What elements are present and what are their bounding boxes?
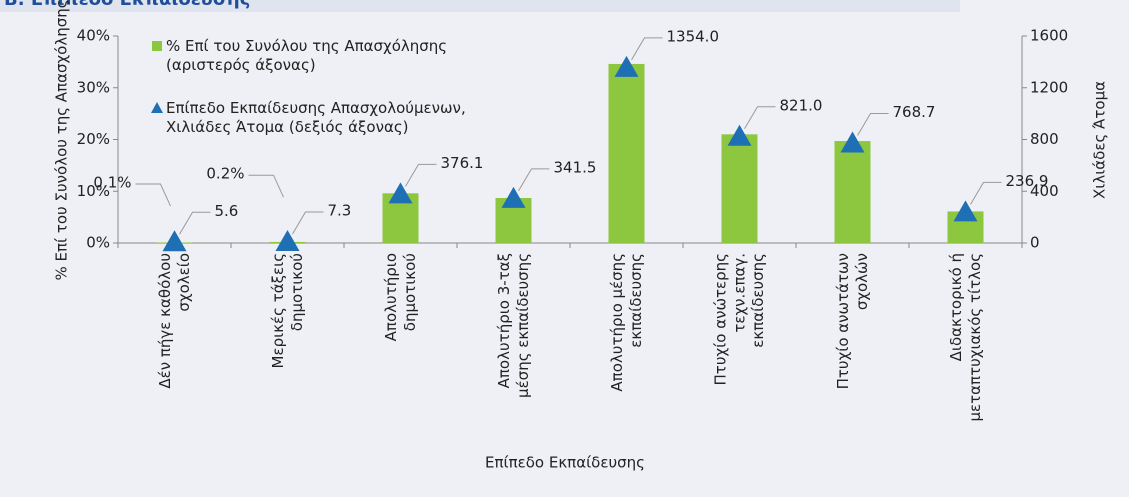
x-tick-label: Δέν πήγε καθόλουσχολείο xyxy=(156,253,193,389)
y-tick-label: 30% xyxy=(77,78,110,96)
leader-line xyxy=(631,37,663,61)
data-label: 821.0 xyxy=(780,96,823,114)
leader-line xyxy=(744,106,776,130)
leader-line xyxy=(970,181,1002,205)
legend-label: % Επί του Συνόλου της Απασχόλησης (αριστε… xyxy=(166,37,447,74)
data-label: 0.1% xyxy=(93,174,131,192)
x-tick-label: Μερικές τάξειςδημοτικού xyxy=(269,253,306,368)
triangle-marker xyxy=(614,55,639,77)
y-tick-label: 40% xyxy=(77,27,110,45)
x-tick-label: Απολυτήριο 3-ταξμέσης εκπαίδευσης xyxy=(495,253,532,398)
chart-title: Β. Επίπεδο Εκπαίδευσης xyxy=(4,0,250,10)
triangle-marker xyxy=(953,200,978,222)
x-tick-label: Απολυτήριο μέσηςεκπαίδευσης xyxy=(608,253,645,392)
leader-line xyxy=(292,211,324,235)
x-tick-label: Απολυτήριοδημοτικού xyxy=(382,253,419,341)
leader-line xyxy=(135,183,171,207)
triangle-marker xyxy=(727,124,752,146)
bar xyxy=(608,63,645,243)
data-label: 341.5 xyxy=(554,158,597,176)
y-axis-title: % Επί του Συνόλου της Απασχόλησης xyxy=(53,0,71,281)
y-tick-label: 10% xyxy=(77,182,110,200)
y-tick-label: 20% xyxy=(77,130,110,148)
data-label: 7.3 xyxy=(328,202,352,220)
triangle-marker xyxy=(388,182,413,204)
leader-line xyxy=(518,168,550,192)
data-label: 1354.0 xyxy=(667,27,720,45)
bar xyxy=(721,134,758,243)
triangle-marker xyxy=(840,131,865,153)
y2-axis-title: Χιλιάδες Άτομα xyxy=(1091,81,1109,199)
data-label: 768.7 xyxy=(893,103,936,121)
data-label: 236.9 xyxy=(1006,172,1049,190)
x-axis-title: Επίπεδο Εκπαίδευσης xyxy=(485,454,645,472)
y2-tick-label: 1600 xyxy=(1030,27,1068,45)
leader-line xyxy=(179,211,211,235)
y-tick-label: 0% xyxy=(86,234,110,252)
legend-label: Επίπεδο Εκπαίδευσης Απασχολούμενων, Χιλιά… xyxy=(166,99,466,136)
leader-line xyxy=(405,163,437,187)
leader-line xyxy=(857,113,889,136)
bar xyxy=(834,141,871,243)
x-tick-label: Πτυχίο ανώτερηςτεχν.επαγ.εκπαίδευσης xyxy=(711,253,767,385)
triangle-marker xyxy=(501,186,526,208)
data-label: 376.1 xyxy=(441,154,484,172)
triangle-marker xyxy=(162,230,187,252)
legend-swatch xyxy=(152,41,162,51)
leader-line xyxy=(248,174,284,198)
x-tick-label: Πτυχίο ανωτάτωνσχολών xyxy=(834,253,871,389)
legend-swatch xyxy=(151,102,163,113)
header-band xyxy=(0,0,960,12)
y2-tick-label: 400 xyxy=(1030,182,1059,200)
y2-tick-label: 0 xyxy=(1030,234,1040,252)
y2-tick-label: 1200 xyxy=(1030,78,1068,96)
triangle-marker xyxy=(275,230,300,252)
x-tick-label: Διδακτορικό ήμεταπτυχιακός τίτλος xyxy=(947,253,984,422)
y2-tick-label: 800 xyxy=(1030,130,1059,148)
data-label: 0.2% xyxy=(206,165,244,183)
data-label: 5.6 xyxy=(215,202,239,220)
